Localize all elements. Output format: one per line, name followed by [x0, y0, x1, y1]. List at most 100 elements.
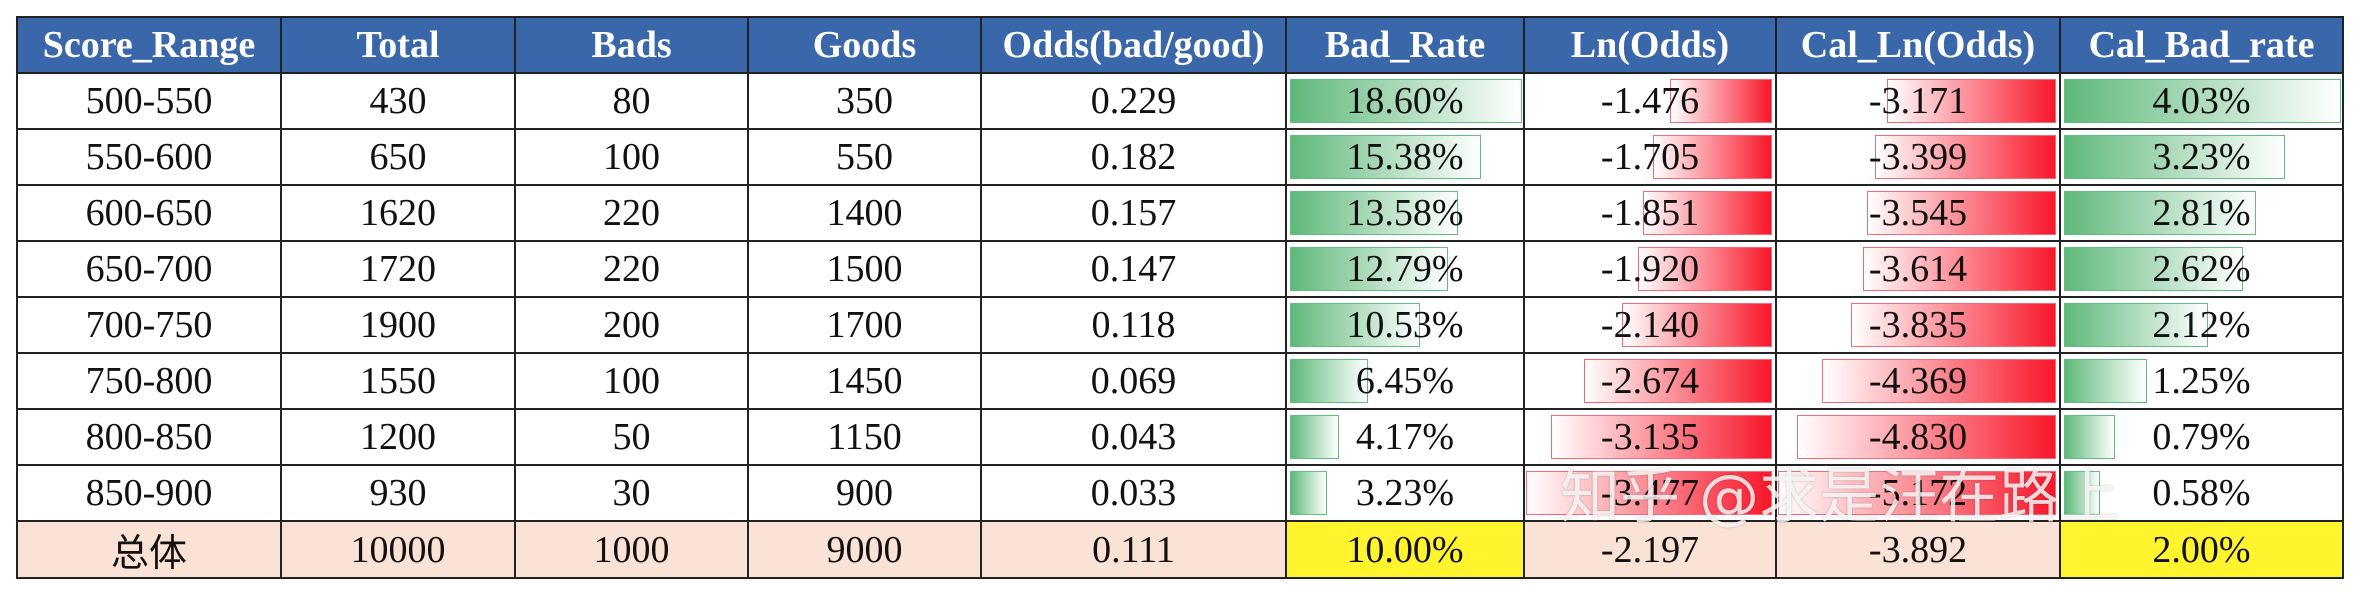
cell-value: 2.81%: [2152, 192, 2251, 234]
cal-bad-rate-cell: 2.62%: [2059, 240, 2344, 298]
goods-cell: 550: [747, 128, 982, 186]
total-cell: 930: [280, 464, 516, 522]
cal-bad-rate-cell: 1.25%: [2059, 352, 2344, 410]
table-row: 800-850 1200 50 1150 0.043 4.17% -3.135 -4.830 0…: [16, 408, 2344, 466]
score-table: Score_Range Total Bads Goods Odds(bad/go…: [16, 16, 2344, 579]
data-bar-negative: [1862, 247, 2056, 291]
cell-value: 12.79%: [1346, 248, 1464, 290]
total-total-cell: 10000: [280, 520, 516, 579]
cal-ln-odds-cell: -3.399: [1775, 128, 2061, 186]
cell-value: 0.79%: [2152, 416, 2251, 458]
data-bar-positive: [1290, 135, 1482, 179]
cal-ln-odds-cell: -4.369: [1775, 352, 2061, 410]
table-row: 600-650 1620 220 1400 0.157 13.58% -1.851 -3.54…: [16, 184, 2344, 242]
bads-cell: 220: [514, 240, 749, 298]
score-range-cell: 500-550: [16, 72, 282, 130]
total-ln-odds-cell: -2.197: [1523, 520, 1777, 579]
header-row: Score_Range Total Bads Goods Odds(bad/go…: [16, 16, 2344, 74]
table-row: 700-750 1900 200 1700 0.118 10.53% -2.140 -3.83…: [16, 296, 2344, 354]
ln-odds-cell: -1.705: [1523, 128, 1777, 186]
total-cell: 650: [280, 128, 516, 186]
data-bar-negative: [1526, 471, 1772, 515]
total-cell: 1620: [280, 184, 516, 242]
bads-cell: 200: [514, 296, 749, 354]
score-range-cell: 700-750: [16, 296, 282, 354]
cell-value: -3.477: [1600, 472, 1700, 514]
data-bar-positive: [1290, 191, 1459, 235]
cell-value: 6.45%: [1355, 360, 1455, 402]
data-bar-negative: [1874, 135, 2056, 179]
header-score-range: Score_Range: [16, 16, 282, 74]
data-bar-positive: [2064, 471, 2101, 515]
cal-ln-odds-cell: -3.835: [1775, 296, 2061, 354]
cell-value: -3.545: [1868, 192, 1968, 234]
data-bar-negative: [1821, 359, 2056, 403]
cell-value: -2.140: [1600, 304, 1700, 346]
cell-value: -3.835: [1868, 304, 1968, 346]
goods-cell: 350: [747, 72, 982, 130]
bad-rate-cell: 15.38%: [1285, 128, 1525, 186]
cell-value: -3.399: [1868, 136, 1968, 178]
data-bar-positive: [2064, 359, 2148, 403]
score-range-cell: 600-650: [16, 184, 282, 242]
total-bads-cell: 1000: [514, 520, 749, 579]
bads-cell: 80: [514, 72, 749, 130]
data-bar-positive: [1290, 359, 1368, 403]
cell-value: 13.58%: [1346, 192, 1464, 234]
data-bar-positive: [1290, 471, 1327, 515]
total-cal-ln-odds-cell: -3.892: [1775, 520, 2061, 579]
data-bar-negative: [1887, 79, 2056, 123]
cal-bad-rate-cell: 0.79%: [2059, 408, 2344, 466]
cell-value: 2.62%: [2152, 248, 2251, 290]
odds-cell: 0.069: [980, 352, 1287, 410]
header-cal-bad-rate: Cal_Bad_rate: [2059, 16, 2344, 74]
goods-cell: 900: [747, 464, 982, 522]
header-cal-ln-odds: Cal_Ln(Odds): [1775, 16, 2061, 74]
cell-value: 10.53%: [1346, 304, 1464, 346]
cell-value: 3.23%: [2152, 136, 2251, 178]
total-cal-bad-rate-cell: 2.00%: [2059, 520, 2344, 579]
header-odds: Odds(bad/good): [980, 16, 1287, 74]
score-range-cell: 550-600: [16, 128, 282, 186]
data-bar-negative: [1642, 191, 1772, 235]
data-bar-negative: [1637, 247, 1772, 291]
ln-odds-cell: -1.476: [1523, 72, 1777, 130]
goods-cell: 1150: [747, 408, 982, 466]
data-bar-negative: [1778, 471, 2056, 515]
data-bar-positive: [2064, 79, 2341, 123]
data-bar-positive: [2064, 135, 2286, 179]
goods-cell: 1700: [747, 296, 982, 354]
cell-value: -1.920: [1600, 248, 1700, 290]
cell-value: -5.172: [1868, 472, 1968, 514]
cal-bad-rate-cell: 0.58%: [2059, 464, 2344, 522]
bads-cell: 50: [514, 408, 749, 466]
cell-value: -1.476: [1600, 80, 1700, 122]
bads-cell: 220: [514, 184, 749, 242]
data-bar-positive: [1290, 79, 1522, 123]
ln-odds-cell: -2.140: [1523, 296, 1777, 354]
bad-rate-cell: 10.53%: [1285, 296, 1525, 354]
score-range-cell: 650-700: [16, 240, 282, 298]
cal-ln-odds-cell: -4.830: [1775, 408, 2061, 466]
data-bar-negative: [1622, 303, 1772, 347]
data-bar-positive: [2064, 247, 2243, 291]
cal-bad-rate-cell: 2.12%: [2059, 296, 2344, 354]
total-row: 总体 10000 1000 9000 0.111 10.00% -2.197 -3.892 2.…: [16, 520, 2344, 579]
data-bar-negative: [1796, 415, 2056, 459]
score-range-cell: 850-900: [16, 464, 282, 522]
data-bar-positive: [2064, 191, 2256, 235]
odds-cell: 0.043: [980, 408, 1287, 466]
total-cell: 430: [280, 72, 516, 130]
bads-cell: 30: [514, 464, 749, 522]
odds-cell: 0.229: [980, 72, 1287, 130]
cal-bad-rate-cell: 4.03%: [2059, 72, 2344, 130]
data-bar-positive: [2064, 303, 2208, 347]
odds-cell: 0.033: [980, 464, 1287, 522]
bad-rate-cell: 4.17%: [1285, 408, 1525, 466]
bad-rate-cell: 13.58%: [1285, 184, 1525, 242]
bads-cell: 100: [514, 352, 749, 410]
cell-value: -2.674: [1600, 360, 1700, 402]
bad-rate-cell: 3.23%: [1285, 464, 1525, 522]
data-bar-negative: [1669, 79, 1772, 123]
cell-value: 2.12%: [2152, 304, 2251, 346]
